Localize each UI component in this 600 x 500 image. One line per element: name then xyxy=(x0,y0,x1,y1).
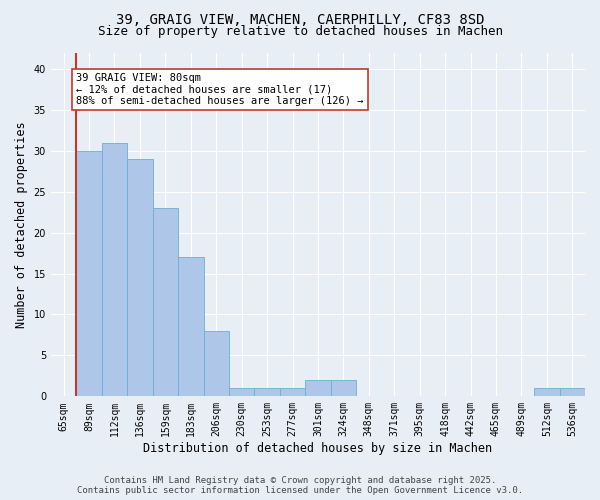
Y-axis label: Number of detached properties: Number of detached properties xyxy=(15,121,28,328)
Text: Contains HM Land Registry data © Crown copyright and database right 2025.
Contai: Contains HM Land Registry data © Crown c… xyxy=(77,476,523,495)
Bar xyxy=(305,380,331,396)
Bar xyxy=(560,388,585,396)
X-axis label: Distribution of detached houses by size in Machen: Distribution of detached houses by size … xyxy=(143,442,493,455)
Bar xyxy=(102,142,127,396)
Bar xyxy=(76,150,102,396)
Bar xyxy=(203,331,229,396)
Bar xyxy=(331,380,356,396)
Text: 39, GRAIG VIEW, MACHEN, CAERPHILLY, CF83 8SD: 39, GRAIG VIEW, MACHEN, CAERPHILLY, CF83… xyxy=(116,12,484,26)
Bar xyxy=(152,208,178,396)
Bar xyxy=(229,388,254,396)
Bar xyxy=(178,257,203,396)
Bar xyxy=(254,388,280,396)
Bar xyxy=(127,159,152,396)
Bar xyxy=(280,388,305,396)
Bar xyxy=(534,388,560,396)
Text: 39 GRAIG VIEW: 80sqm
← 12% of detached houses are smaller (17)
88% of semi-detac: 39 GRAIG VIEW: 80sqm ← 12% of detached h… xyxy=(76,73,364,106)
Text: Size of property relative to detached houses in Machen: Size of property relative to detached ho… xyxy=(97,25,503,38)
